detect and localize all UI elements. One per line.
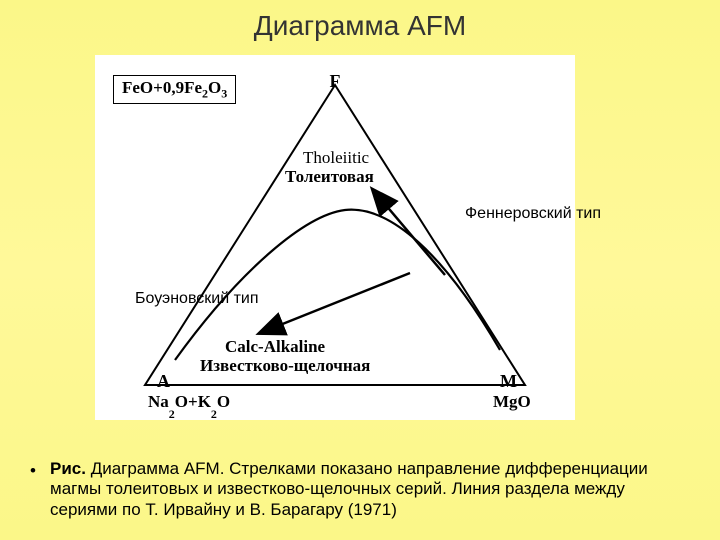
series-calcalk-en: Calc-Alkaline [225, 337, 326, 356]
triangle-svg: F A M Na2O+K2O MgO Tholeiitic Толеитовая… [95, 55, 575, 420]
series-divider-curve [175, 210, 500, 360]
vertex-a-label: A [157, 371, 170, 391]
figure-caption: • Рис. Диаграмма AFM. Стрелками показано… [50, 459, 670, 520]
bowen-arrow [260, 273, 410, 333]
bullet-icon: • [30, 461, 36, 481]
afm-diagram: FeO+0,9Fe2O3 F A M Na2O+K2O MgO Tholeiit… [95, 55, 575, 420]
series-tholeiitic-ru: Толеитовая [285, 167, 374, 186]
series-tholeiitic-en: Tholeiitic [303, 148, 370, 167]
fenner-annotation: Феннеровский тип [465, 205, 601, 223]
bowen-annotation: Боуэновский тип [135, 290, 259, 308]
vertex-m-label: M [500, 371, 517, 391]
axis-right-label: MgO [493, 392, 531, 411]
triangle-outline [145, 85, 525, 385]
vertex-f-label: F [330, 71, 341, 91]
page-title: Диаграмма AFM [0, 0, 720, 42]
series-calcalk-ru: Известково-щелочная [200, 356, 370, 375]
axis-left-label: Na2O+K2O [148, 392, 230, 420]
